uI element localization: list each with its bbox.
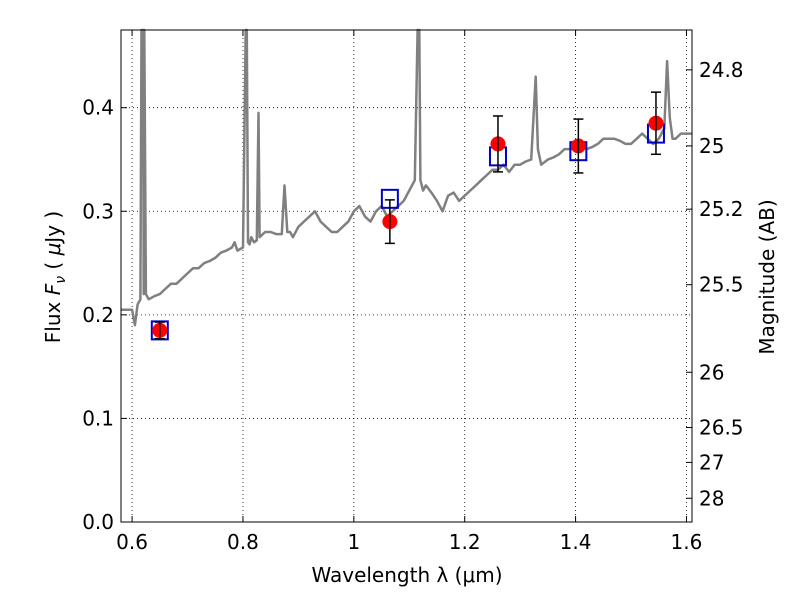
y-axis-label: Flux Fν ( μJy ) (41, 211, 69, 343)
x-tick-label: 0.6 (116, 530, 148, 554)
right-tick-label: 25.2 (699, 197, 744, 221)
y-tick-label: 0.4 (82, 96, 114, 120)
right-axis-label: Magnitude (AB) (755, 199, 779, 354)
x-tick-label: 1.4 (560, 530, 592, 554)
y-axis-label-part: ν (53, 276, 69, 284)
x-tick-label: 1.6 (671, 530, 703, 554)
x-tick-label: 1 (347, 530, 360, 554)
y-axis-label-part: F (41, 283, 65, 295)
tick-layer: 0.6 0.8 1 1.2 1.4 1.6 0.0 0.1 0.2 0.3 0.4 24.8 25 25.… (82, 30, 744, 554)
y-tick-label: 0.3 (82, 199, 114, 223)
y-axis-label-part: μ (41, 243, 65, 257)
right-tick-label: 28 (699, 486, 724, 510)
right-tick-label: 24.8 (699, 58, 744, 82)
y-axis-label-part: Jy ) (41, 211, 65, 245)
right-tick-label: 25.5 (699, 273, 744, 297)
y-tick-label: 0.2 (82, 303, 114, 327)
spectrum-layer (121, 28, 692, 327)
y-axis-label-part: Flux (41, 295, 65, 343)
y-axis-label-part: ( (41, 255, 65, 276)
y-tick-label: 0.0 (82, 510, 114, 534)
grid-lines (121, 30, 692, 522)
right-tick-label: 26 (699, 360, 724, 384)
x-tick-label: 0.8 (227, 530, 259, 554)
y-tick-label: 0.1 (82, 406, 114, 430)
plot-frame (120, 29, 693, 523)
x-tick-label: 1.2 (449, 530, 481, 554)
x-axis-label: Wavelength λ (μm) (311, 563, 502, 587)
data-points-layer (150, 91, 665, 341)
right-tick-label: 26.5 (699, 416, 744, 440)
spectrum-line (121, 28, 692, 327)
right-tick-label: 27 (699, 450, 724, 474)
right-tick-label: 25 (699, 134, 724, 158)
